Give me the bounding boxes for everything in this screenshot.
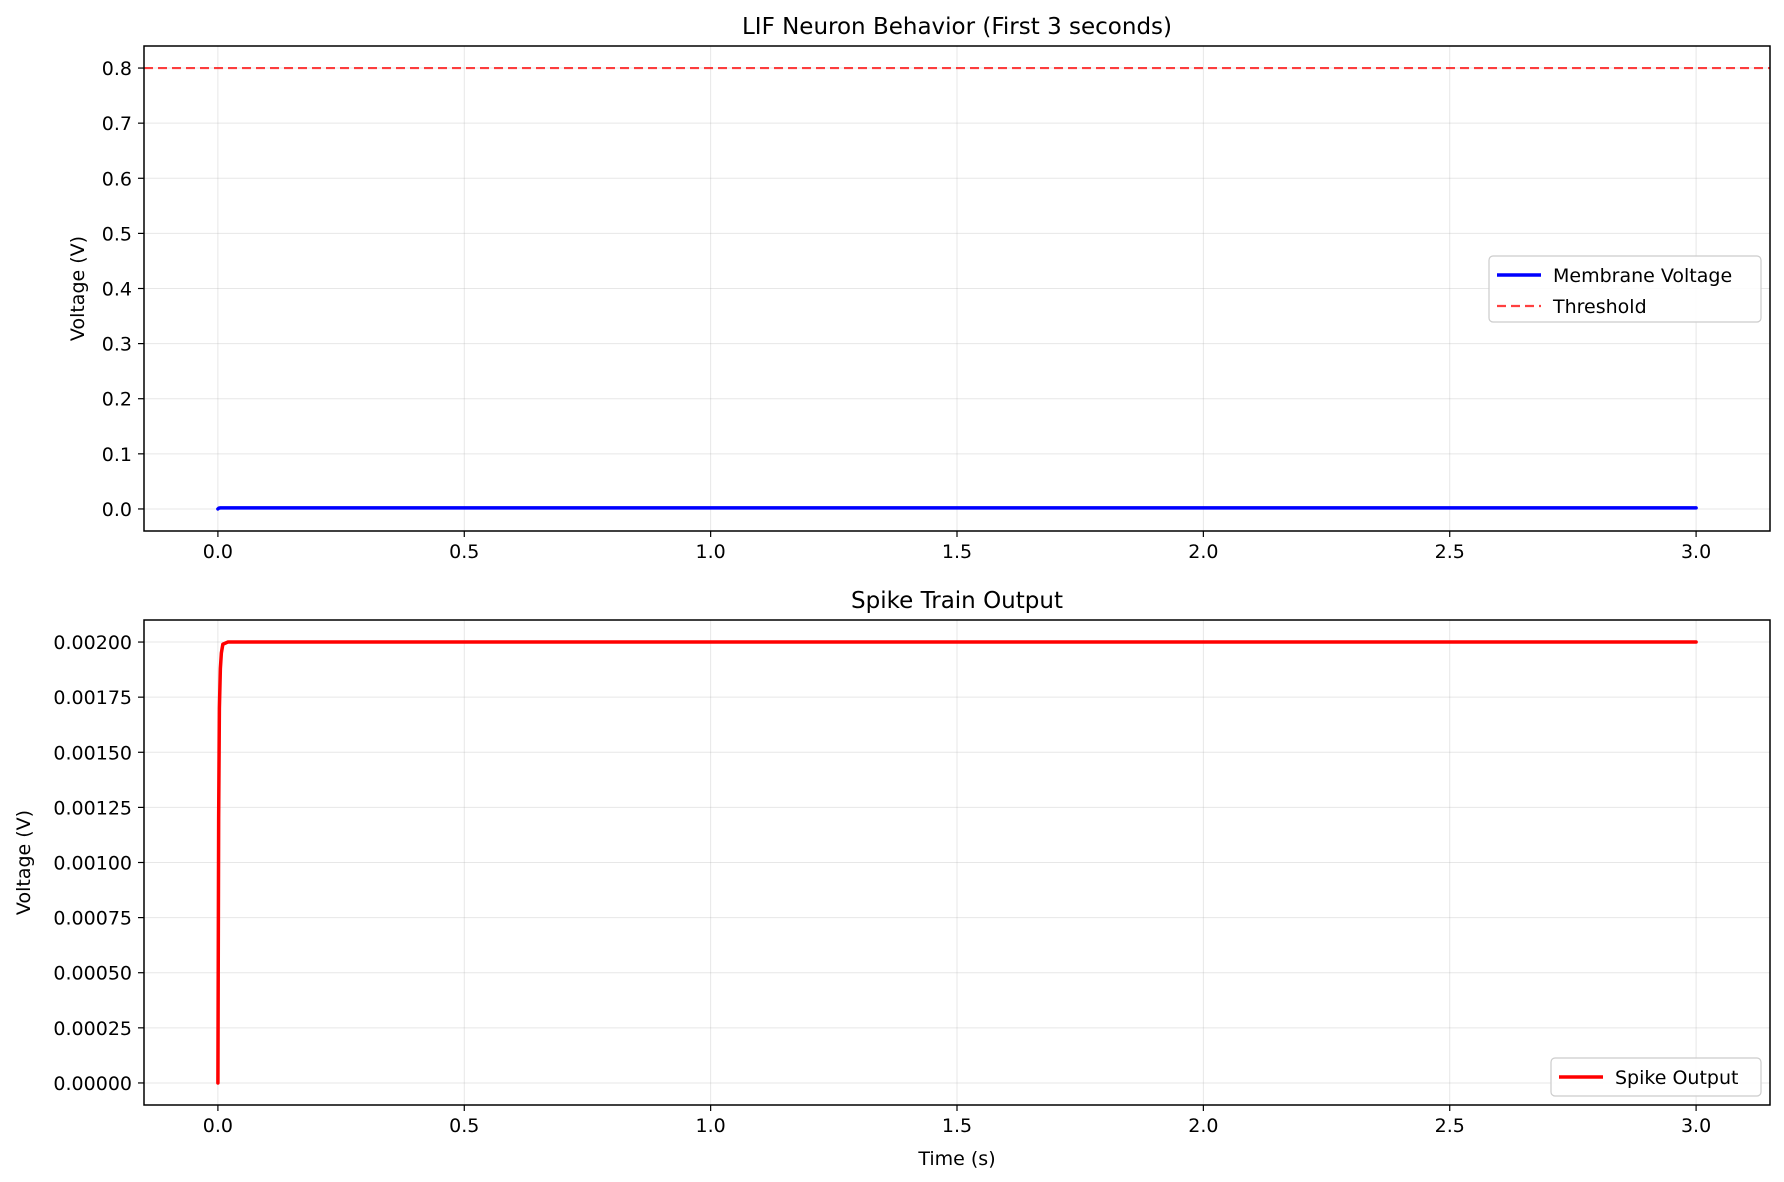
y-tick-label: 0.5 — [102, 223, 132, 245]
legend-entry-label: Threshold — [1552, 296, 1647, 318]
legend-box — [1550, 1057, 1762, 1097]
y-tick-label: 0.00000 — [53, 1073, 132, 1095]
y-axis-label: Voltage (V) — [67, 236, 89, 341]
spike-panel: 0.0 0.5 1.0 1.5 2.0 2.5 3.0 0.00000 0.00025 0.000… — [13, 588, 1771, 1170]
x-axis-label: Time (s) — [917, 1148, 995, 1170]
x-tick-label: 1.5 — [942, 541, 972, 563]
x-tick-label: 2.5 — [1435, 541, 1465, 563]
plot-area — [144, 66, 1770, 511]
chart-title: Spike Train Output — [851, 588, 1063, 614]
x-tick-label: 1.0 — [696, 541, 726, 563]
legend-entry-label: Membrane Voltage — [1553, 265, 1732, 287]
x-tick-label: 3.0 — [1681, 541, 1711, 563]
x-tick-label: 1.5 — [942, 1115, 972, 1137]
y-tick-label: 0.00025 — [53, 1018, 132, 1040]
y-tick-label: 0.1 — [102, 444, 132, 466]
legend-entry-label: Spike Output — [1615, 1067, 1738, 1089]
x-tick-label: 3.0 — [1681, 1115, 1711, 1137]
y-tick-label: 0.00175 — [53, 687, 132, 709]
plot-area — [216, 640, 1698, 1085]
x-tick-label: 0.5 — [449, 541, 479, 563]
y-tick-label: 0.6 — [102, 168, 132, 190]
y-tick-label: 0.4 — [102, 279, 132, 301]
y-tick-label: 0.3 — [102, 334, 132, 356]
series-line-membrane-voltage — [216, 506, 1698, 511]
x-tick-label: 1.0 — [696, 1115, 726, 1137]
x-tick-label: 2.0 — [1188, 1115, 1218, 1137]
y-tick-label: 0.00100 — [53, 853, 132, 875]
y-tick-label: 0.2 — [102, 389, 132, 411]
y-tick-label: 0.00150 — [53, 742, 132, 764]
y-tick-label: 0.00125 — [53, 797, 132, 819]
x-tick-label: 0.0 — [203, 1115, 233, 1137]
y-tick-label: 0.00050 — [53, 963, 132, 985]
chart-title: LIF Neuron Behavior (First 3 seconds) — [742, 14, 1172, 40]
x-tick-label: 0.5 — [449, 1115, 479, 1137]
x-tick-label: 0.0 — [203, 541, 233, 563]
legend: Membrane Voltage Threshold — [1488, 255, 1762, 323]
y-tick-label: 0.7 — [102, 113, 132, 135]
legend: Spike Output — [1550, 1057, 1762, 1097]
voltage-panel: 0.0 0.5 1.0 1.5 2.0 2.5 3.0 0.0 0.1 0.2 0.3 0.4 0.5 0… — [67, 14, 1771, 563]
y-tick-label: 0.8 — [102, 58, 132, 80]
y-tick-label: 0.0 — [102, 499, 132, 521]
series-line-spike-output — [216, 640, 1698, 1085]
y-tick-label: 0.00200 — [53, 632, 132, 654]
x-tick-label: 2.5 — [1435, 1115, 1465, 1137]
y-tick-label: 0.00075 — [53, 908, 132, 930]
y-axis-label: Voltage (V) — [13, 810, 35, 915]
x-tick-label: 2.0 — [1188, 541, 1218, 563]
legend-box — [1488, 255, 1762, 323]
